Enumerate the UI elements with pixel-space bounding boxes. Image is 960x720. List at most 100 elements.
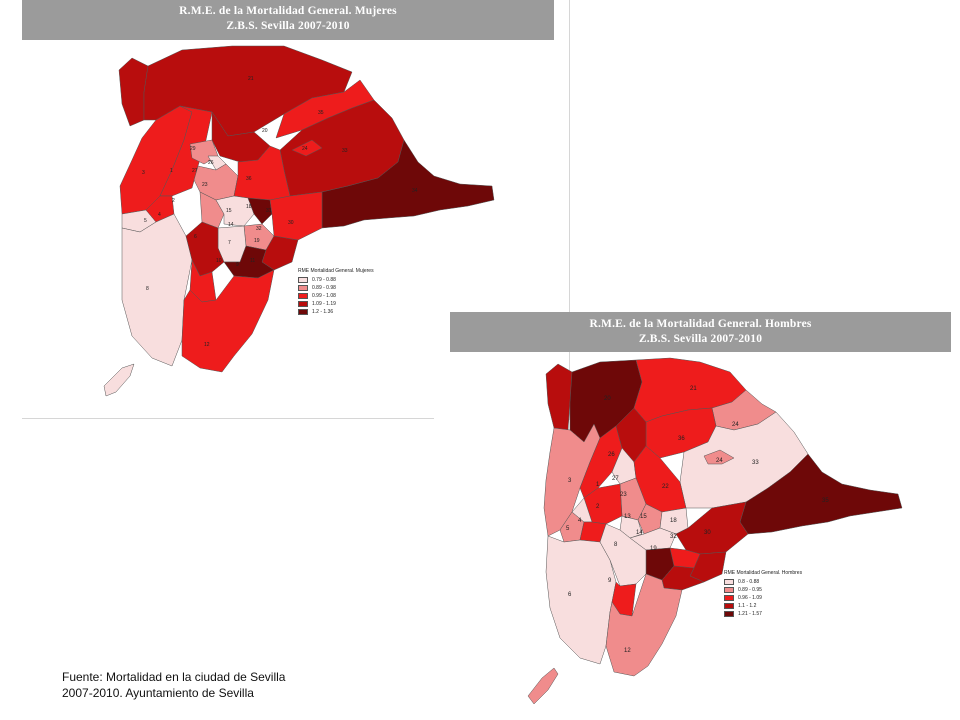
zone-label: 6	[194, 234, 197, 240]
zone-label: 30	[704, 530, 711, 536]
legend-item: 0.79 - 0.88	[298, 276, 374, 284]
legend-swatch	[298, 277, 308, 283]
map-zone	[703, 449, 735, 465]
zone-label: 11	[250, 258, 255, 264]
map-zone	[181, 269, 275, 373]
zone-label: 15	[640, 514, 647, 520]
zone-label: 2	[596, 504, 600, 510]
source-line2: 2007-2010. Ayuntamiento de Sevilla	[62, 686, 254, 700]
legend-swatch	[724, 579, 734, 585]
legend-item: 0.96 - 1.09	[724, 594, 802, 602]
zone-label: 18	[246, 204, 252, 210]
legend-range: 1.09 - 1.19	[312, 301, 336, 307]
zone-label: 32	[670, 534, 677, 540]
legend-item: 0.99 - 1.08	[298, 292, 374, 300]
legend-range: 0.89 - 0.98	[312, 285, 336, 291]
legend-swatch	[724, 603, 734, 609]
divider-vertical	[569, 0, 570, 420]
zone-label: 24	[716, 458, 723, 464]
legend-item: 1.21 - 1.57	[724, 610, 802, 618]
zone-label: 14	[228, 222, 234, 228]
legend-swatch	[298, 309, 308, 315]
map-zone	[545, 363, 573, 431]
legend-range: 0.79 - 0.88	[312, 277, 336, 283]
zone-label: 13	[624, 514, 631, 520]
map-title-line2: Z.B.S. Sevilla 2007-2010	[226, 20, 350, 32]
map-zone	[545, 535, 617, 665]
legend-range: 0.96 - 1.09	[738, 595, 762, 601]
legend-swatch	[298, 293, 308, 299]
zone-label: 9	[608, 578, 612, 584]
zone-label: 26	[208, 160, 214, 166]
map-title-line1: R.M.E. de la Mortalidad General. Hombres	[589, 318, 812, 330]
zone-label: 32	[256, 226, 262, 232]
choropleth-map-hombres: 20 21 24 24 33 36 26 3 1 27 23 22 2 5 4 …	[527, 357, 903, 705]
zone-label: 21	[690, 386, 697, 392]
zone-label: 9	[236, 262, 239, 268]
zone-label: 7	[228, 240, 231, 246]
zone-label: 35	[822, 498, 829, 504]
zone-label: 29	[190, 146, 196, 152]
map-zone	[247, 197, 273, 225]
zone-label: 24	[302, 146, 308, 152]
legend-item: 0.8 - 0.88	[724, 578, 802, 586]
zone-label: 27	[612, 476, 619, 482]
legend-range: 1.21 - 1.57	[738, 611, 762, 617]
map-zone	[605, 573, 683, 677]
zone-label: 3	[568, 478, 572, 484]
zone-label: 22	[662, 484, 669, 490]
zone-label: 10	[216, 258, 222, 264]
zone-label: 30	[288, 220, 294, 226]
zone-label: 23	[620, 492, 627, 498]
zone-label: 4	[578, 518, 582, 524]
zone-label: 20	[262, 128, 268, 134]
zone-label: 8	[146, 286, 149, 292]
legend-range: 1.1 - 1.2	[738, 603, 757, 609]
legend-item: 0.89 - 0.98	[298, 284, 374, 292]
zone-label: 8	[614, 542, 618, 548]
legend-swatch	[724, 611, 734, 617]
legend-hombres: RME Mortalidad General. Hombres 0.8 - 0.…	[724, 570, 802, 618]
source-note: Fuente: Mortalidad en la ciudad de Sevil…	[62, 669, 362, 701]
zone-label: 33	[752, 460, 759, 466]
map-zone	[543, 423, 601, 537]
zone-label: 33	[342, 148, 348, 154]
legend-range: 0.8 - 0.88	[738, 579, 760, 585]
legend-item: 1.09 - 1.19	[298, 300, 374, 308]
map-zone	[199, 191, 225, 229]
map-zone	[145, 195, 175, 223]
legend-item: 1.2 - 1.36	[298, 308, 374, 316]
zone-label: 19	[650, 546, 657, 552]
map-zone	[215, 195, 255, 227]
zone-label: 26	[608, 452, 615, 458]
legend-title: RME Mortalidad General. Hombres	[724, 570, 803, 576]
zone-label: 6	[568, 592, 572, 598]
legend-swatch	[298, 285, 308, 291]
legend-range: 0.99 - 1.08	[312, 293, 336, 299]
legend-item: 1.1 - 1.2	[724, 602, 802, 610]
legend-item: 0.89 - 0.95	[724, 586, 802, 594]
map-zone	[269, 191, 323, 241]
legend-range: 0.89 - 0.95	[738, 587, 762, 593]
zone-label: 20	[604, 396, 611, 402]
map-title-line1: R.M.E. de la Mortalidad General. Mujeres	[179, 5, 397, 17]
map-zone	[121, 213, 193, 367]
map-zone	[118, 57, 149, 127]
zone-label: 12	[204, 342, 210, 348]
zone-label: 34	[412, 188, 418, 194]
zone-label: 18	[670, 518, 677, 524]
map-zone	[619, 515, 643, 539]
map-title-banner-hombres: R.M.E. de la Mortalidad General. Hombres…	[450, 312, 951, 352]
zone-label: 36	[678, 436, 685, 442]
legend-title: RME Mortalidad General. Mujeres	[298, 268, 374, 274]
zone-label: 24	[732, 422, 739, 428]
map-zone	[291, 139, 323, 157]
map-zone	[599, 523, 647, 587]
legend-swatch	[724, 595, 734, 601]
divider-horizontal	[22, 418, 434, 419]
zone-label: 35	[318, 110, 324, 116]
map-panel-hombres: R.M.E. de la Mortalidad General. Hombres…	[450, 312, 952, 720]
map-zone	[103, 363, 135, 397]
zone-label: 3	[142, 170, 145, 176]
map-panel-mujeres: R.M.E. de la Mortalidad General. Mujeres…	[22, 0, 570, 420]
